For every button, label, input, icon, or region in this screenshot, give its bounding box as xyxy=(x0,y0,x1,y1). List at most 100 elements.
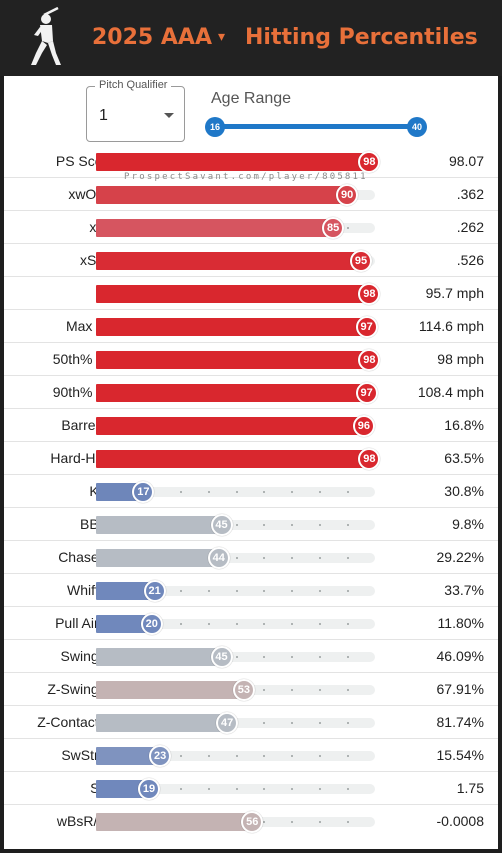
age-range-slider-track[interactable] xyxy=(215,124,417,129)
percentile-badge: 98 xyxy=(358,283,381,305)
title-row: 2025 AAA ▾ Hitting Percentiles xyxy=(92,22,478,52)
track-tick xyxy=(179,755,182,757)
stat-row: Chase % 44 29.22% xyxy=(4,541,498,574)
percentile-badge: 85 xyxy=(322,217,345,239)
stat-row: Z-Swing % 53 67.91% xyxy=(4,673,498,706)
stat-value: 67.91% xyxy=(436,681,484,697)
track-tick xyxy=(347,788,350,790)
stat-value: 29.22% xyxy=(436,549,484,565)
track-tick xyxy=(207,755,210,757)
track-tick xyxy=(207,491,210,493)
percentile-bar xyxy=(96,417,364,435)
track-tick xyxy=(319,722,322,724)
track-tick xyxy=(347,755,350,757)
stat-row: BB %459.8% xyxy=(4,508,498,541)
track-tick xyxy=(291,788,294,790)
stat-row: Pull Air % 20 11.80% xyxy=(4,607,498,640)
season-dropdown-label[interactable]: 2025 AAA xyxy=(92,24,212,50)
track-tick xyxy=(347,623,350,625)
track-tick xyxy=(235,656,238,658)
percentile-bar xyxy=(96,483,144,501)
track-tick xyxy=(263,755,266,757)
track-tick xyxy=(347,227,350,229)
percentile-badge: 90 xyxy=(336,184,359,206)
stat-value: 46.09% xyxy=(436,648,484,664)
stat-value: 98 mph xyxy=(437,351,484,367)
stat-value: 98.07 xyxy=(448,153,484,169)
percentile-badge: 97 xyxy=(355,382,378,404)
percentile-bar xyxy=(96,285,370,303)
stat-value: 16.8% xyxy=(444,417,484,433)
percentile-badge: 96 xyxy=(352,415,375,437)
track-tick xyxy=(207,590,210,592)
track-tick xyxy=(207,623,210,625)
percentile-badge: 98 xyxy=(358,151,381,173)
track-tick xyxy=(263,623,266,625)
percentile-badge: 53 xyxy=(232,679,255,701)
track-tick xyxy=(291,755,294,757)
percentile-badge: 45 xyxy=(210,514,233,536)
stat-row: xSLG95.526 xyxy=(4,244,498,277)
track-tick xyxy=(347,722,350,724)
percentile-bar xyxy=(96,516,222,534)
track-tick xyxy=(347,491,350,493)
stat-row: EV9895.7 mph xyxy=(4,277,498,310)
track-tick xyxy=(291,557,294,559)
percentile-bar xyxy=(96,714,228,732)
stat-value: .526 xyxy=(456,252,484,268)
percentile-bar xyxy=(96,780,149,798)
track-tick xyxy=(263,656,266,658)
track-tick xyxy=(179,590,182,592)
percentile-badge: 19 xyxy=(138,778,160,800)
percentile-bar xyxy=(96,450,370,468)
batter-silhouette-icon xyxy=(31,7,61,65)
track-tick xyxy=(235,524,238,526)
track-tick xyxy=(347,590,350,592)
track-tick xyxy=(235,557,238,559)
age-range-max-handle[interactable]: 40 xyxy=(407,117,427,137)
track-tick xyxy=(179,623,182,625)
pitch-qualifier-value: 1 xyxy=(99,107,108,124)
percentile-bar xyxy=(96,813,253,831)
track-tick xyxy=(235,590,238,592)
track-tick xyxy=(347,557,350,559)
percentile-badge: 98 xyxy=(358,349,381,371)
age-range-min-handle[interactable]: 16 xyxy=(205,117,225,137)
stat-row: SwStr % 23 15.54% xyxy=(4,739,498,772)
track-tick xyxy=(235,755,238,757)
track-tick xyxy=(347,524,350,526)
percentile-bar xyxy=(96,615,152,633)
track-tick xyxy=(179,491,182,493)
percentile-bar xyxy=(96,153,370,171)
stat-value: 33.7% xyxy=(444,582,484,598)
percentile-badge: 23 xyxy=(149,745,172,767)
track-tick xyxy=(319,557,322,559)
track-tick xyxy=(347,689,350,691)
stat-value: 108.4 mph xyxy=(417,384,484,400)
track-tick xyxy=(235,491,238,493)
track-tick xyxy=(319,788,322,790)
pitch-qualifier-select[interactable]: Pitch Qualifier 1 xyxy=(86,79,185,142)
stat-row: Max EV 97 114.6 mph xyxy=(4,310,498,343)
track-tick xyxy=(263,821,266,823)
track-tick xyxy=(291,623,294,625)
percentile-bar xyxy=(96,318,367,336)
percentile-badge: 45 xyxy=(210,646,233,668)
pitch-qualifier-label: Pitch Qualifier xyxy=(95,79,172,91)
percentile-badge: 20 xyxy=(140,613,163,635)
track-tick xyxy=(291,722,294,724)
stat-value: -0.0008 xyxy=(436,813,484,829)
track-tick xyxy=(319,755,322,757)
track-tick xyxy=(263,557,266,559)
track-tick xyxy=(263,590,266,592)
stat-value: 95.7 mph xyxy=(425,285,484,301)
percentile-rows: PS Score 98 98.07 ProspectSavant.com/player… xyxy=(4,145,498,838)
percentile-badge: 47 xyxy=(216,712,239,734)
track-tick xyxy=(291,524,294,526)
track-tick xyxy=(263,524,266,526)
percentile-bar xyxy=(96,219,334,237)
stat-row: Hard-Hit% 98 63.5% xyxy=(4,442,498,475)
stat-value: 1.75 xyxy=(456,780,484,796)
caret-down-icon[interactable]: ▾ xyxy=(217,29,225,45)
